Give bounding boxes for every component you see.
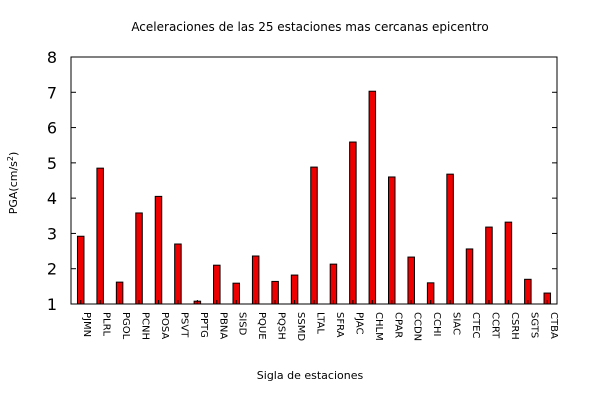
- y-tick-label: 1: [47, 295, 57, 314]
- bar-pbna: [213, 264, 221, 305]
- bar-siac: [446, 173, 454, 305]
- y-tick-label: 2: [47, 260, 57, 279]
- bar-ssmd: [290, 274, 299, 305]
- x-tick-label: CTEC: [470, 312, 481, 338]
- bar-pcnh: [135, 212, 143, 305]
- x-tick-label: PCNH: [140, 312, 151, 340]
- x-tick-label: PLRL: [101, 312, 112, 337]
- x-axis-label: Sigla de estaciones: [257, 369, 364, 382]
- y-tick-label: 4: [47, 189, 57, 208]
- x-tick-label: PQUE: [256, 312, 267, 340]
- bars-layer: [76, 90, 552, 305]
- x-tick-label: PJAC: [353, 312, 364, 334]
- bar-pjac: [349, 141, 357, 305]
- plot-frame: [70, 56, 558, 305]
- y-tick-label: 6: [47, 119, 57, 138]
- bar-ccrt: [485, 226, 493, 305]
- x-tick-label: CHLM: [373, 312, 384, 341]
- y-tick-label: 7: [47, 83, 57, 102]
- x-tick-label: POSA: [159, 312, 170, 339]
- x-tick-label: CSRH: [509, 312, 520, 340]
- x-tick-label: CCRT: [489, 312, 500, 339]
- y-axis-label: PGA(cm/s2): [6, 152, 20, 215]
- bar-posa: [154, 195, 163, 305]
- y-tick-label: 8: [47, 48, 57, 67]
- x-tick-label: SIAC: [451, 312, 462, 335]
- bar-psvt: [174, 243, 182, 305]
- x-tick-label: CCDN: [412, 312, 423, 341]
- x-tick-label: PJMN: [81, 312, 92, 337]
- y-ticks-layer: 1 2 3 4 5 6 7 8: [47, 48, 557, 314]
- x-tick-label: CTBA: [548, 312, 559, 339]
- x-tick-label: PSVT: [178, 312, 189, 338]
- y-tick-label: 5: [47, 154, 57, 173]
- x-tick-label: SSMD: [295, 312, 306, 341]
- bar-pque: [251, 255, 260, 305]
- x-tick-label: CPAR: [392, 312, 403, 338]
- x-tick-label: PQSH: [276, 312, 287, 340]
- x-tick-label: LTAL: [315, 312, 326, 334]
- bar-ctec: [465, 248, 474, 305]
- bar-csrh: [504, 221, 513, 305]
- x-tick-label: PPTG: [198, 312, 209, 338]
- x-tick-label: SISD: [237, 312, 248, 336]
- x-tick-label: PBNA: [217, 312, 228, 339]
- x-tick-label: CCHI: [431, 312, 442, 336]
- bar-chlm: [368, 90, 377, 305]
- x-tick-label: SFRA: [334, 312, 345, 338]
- bar-ltal: [310, 166, 318, 305]
- x-tick-label: PGOL: [120, 312, 131, 340]
- bar-pjmn: [76, 235, 85, 305]
- bar-sfra: [329, 263, 338, 305]
- x-tick-label: SGTS: [528, 312, 539, 338]
- chart-title: Aceleraciones de las 25 estaciones mas c…: [131, 20, 488, 34]
- y-tick-label: 3: [47, 224, 57, 243]
- bar-plrl: [96, 167, 104, 305]
- bar-cpar: [388, 176, 396, 305]
- bar-ccdn: [407, 256, 415, 305]
- x-ticks-layer: PJMN PLRL PGOL PCNH POSA PSVT PPTG PBNA SISD PQUE…: [80, 300, 559, 341]
